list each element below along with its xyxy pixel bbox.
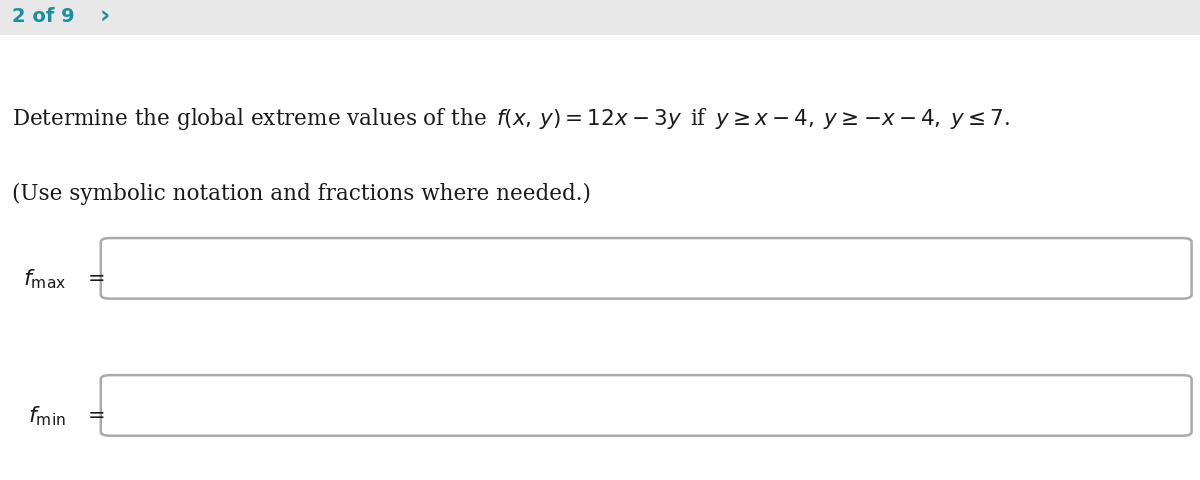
FancyBboxPatch shape	[101, 375, 1192, 436]
Text: (Use symbolic notation and fractions where needed.): (Use symbolic notation and fractions whe…	[12, 182, 592, 204]
Text: =: =	[88, 405, 106, 425]
Text: ›: ›	[100, 5, 110, 29]
Bar	[0, 0, 1200, 36]
Text: =: =	[88, 268, 106, 288]
Text: Determine the global extreme values of the $\,f(x,\, y) = 12x - 3y\,$ if $\,y \g: Determine the global extreme values of t…	[12, 106, 1010, 132]
Text: 2 of 9: 2 of 9	[12, 7, 74, 26]
Text: $f_{\rm max}$: $f_{\rm max}$	[23, 266, 66, 290]
Text: $f_{\rm min}$: $f_{\rm min}$	[28, 403, 66, 427]
FancyBboxPatch shape	[101, 239, 1192, 299]
